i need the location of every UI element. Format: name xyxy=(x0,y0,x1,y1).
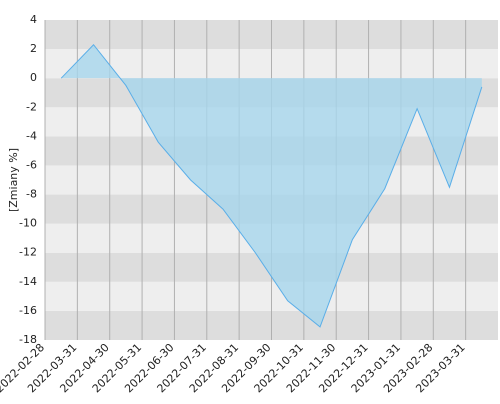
y-tick-label: 2 xyxy=(30,42,37,55)
y-tick-label: -10 xyxy=(19,217,37,230)
y-tick-label: -12 xyxy=(19,246,37,259)
y-tick-label: -18 xyxy=(19,333,37,346)
y-tick-label: -8 xyxy=(26,188,37,201)
y-tick-label: -16 xyxy=(19,304,37,317)
y-tick-label: -2 xyxy=(26,100,37,113)
area-line xyxy=(60,43,483,328)
y-tick-label: -6 xyxy=(26,158,37,171)
y-tick-label: 4 xyxy=(30,13,37,26)
y-tick-label: -14 xyxy=(19,275,37,288)
y-tick-label: 0 xyxy=(30,71,37,84)
y-axis-label: [Zmiany %] xyxy=(7,148,20,212)
area-fill xyxy=(61,44,482,327)
y-tick-label: -4 xyxy=(26,129,37,142)
